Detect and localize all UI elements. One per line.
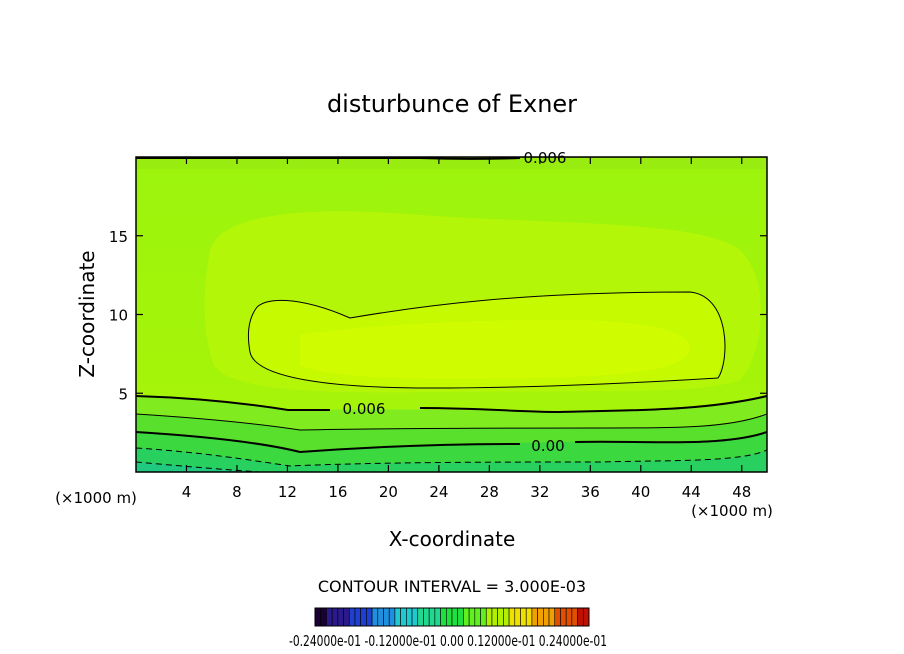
contour-label-top: 0.006 xyxy=(524,149,567,167)
colorbar-cell xyxy=(503,607,510,627)
x-tick-label: 36 xyxy=(581,483,600,501)
contour-line-neg003 xyxy=(136,447,767,467)
colorbar-cell xyxy=(383,607,390,627)
colorbar-cell xyxy=(326,607,333,627)
contour-line-closed xyxy=(247,291,726,389)
x-tick-label: 24 xyxy=(429,483,448,501)
colorbar-cell xyxy=(468,607,476,627)
colorbar-cell xyxy=(451,607,459,627)
colorbar-cell xyxy=(440,607,447,627)
contour-line-003 xyxy=(136,413,767,431)
colorbar-cell xyxy=(394,607,401,627)
colorbar-cell xyxy=(314,607,322,627)
colorbar-cell xyxy=(520,607,527,627)
x-axis-ticks: 4 8 12 16 20 24 28 32 36 40 44 48 xyxy=(182,157,751,501)
colorbar-cell xyxy=(411,607,419,627)
colorbar-cell xyxy=(497,607,504,627)
x-tick-label: 44 xyxy=(682,483,701,501)
x-axis-label: X-coordinate xyxy=(389,527,516,551)
colorbar-cell xyxy=(554,607,561,627)
colorbar-cell xyxy=(377,607,384,627)
x-tick-label: 32 xyxy=(530,483,549,501)
colorbar-cell xyxy=(463,607,470,627)
colorbar-cell xyxy=(514,607,521,627)
colorbar-cell xyxy=(354,607,361,627)
plot-area xyxy=(136,157,767,472)
x-tick-label: 28 xyxy=(480,483,499,501)
colorbar-cell xyxy=(491,607,498,627)
colorbar-cell xyxy=(348,607,356,627)
x-tick-label: 16 xyxy=(328,483,347,501)
contour-interval-label: CONTOUR INTERVAL = 3.000E-03 xyxy=(318,577,586,596)
colorbar-cell xyxy=(406,607,413,627)
contour-label-000: 0.00 xyxy=(531,437,564,455)
colorbar-cell xyxy=(366,607,373,627)
colorbar-cell xyxy=(445,607,453,627)
x-tick-label: 48 xyxy=(732,483,751,501)
colorbar-cell xyxy=(343,607,350,627)
colorbar-cell xyxy=(320,607,327,627)
colorbar-cell xyxy=(400,607,407,627)
colorbar-cell xyxy=(474,607,481,627)
colorbar-cell xyxy=(423,607,430,627)
colorbar-cell xyxy=(565,607,573,627)
colorbar-cell xyxy=(337,607,344,627)
y-unit-label: (×1000 m) xyxy=(55,489,137,507)
colorbar-frame xyxy=(314,607,590,627)
contour-labels: 0.006 0.006 0.00 xyxy=(343,149,567,455)
colorbar-cell xyxy=(485,607,493,627)
y-axis-label: Z-coordinate xyxy=(75,250,99,377)
colorbar-cell xyxy=(537,607,544,627)
colorbar xyxy=(314,607,590,627)
colorbar-cell xyxy=(582,607,590,627)
contour-line-006 xyxy=(136,395,767,414)
colorbar-cell xyxy=(571,607,578,627)
x-tick-label: 8 xyxy=(232,483,242,501)
colorbar-cell xyxy=(531,607,538,627)
colorbar-cell xyxy=(577,607,584,627)
colorbar-cell xyxy=(388,607,396,627)
colorbar-cell xyxy=(480,607,487,627)
colorbar-cell xyxy=(543,607,550,627)
contour-line-top-thick xyxy=(136,157,521,160)
colorbar-cell xyxy=(417,607,424,627)
x-tick-label: 12 xyxy=(278,483,297,501)
x-tick-label: 4 xyxy=(182,483,192,501)
colorbar-cell xyxy=(360,607,367,627)
colorbar-cell xyxy=(508,607,516,627)
colorbar-cell xyxy=(457,607,464,627)
x-tick-label: 20 xyxy=(379,483,398,501)
x-unit-label: (×1000 m) xyxy=(691,502,773,520)
y-tick-label: 5 xyxy=(118,385,128,403)
contour-line-000 xyxy=(136,431,767,454)
chart-title: disturbunce of Exner xyxy=(327,90,577,118)
colorbar-cell xyxy=(331,607,339,627)
colorbar-cell xyxy=(434,607,441,627)
band-center-core xyxy=(300,319,690,379)
colorbar-cell xyxy=(525,607,533,627)
x-tick-label: 40 xyxy=(631,483,650,501)
y-tick-label: 15 xyxy=(109,228,128,246)
contour-label-006: 0.006 xyxy=(343,400,386,418)
colorbar-cell xyxy=(371,607,379,627)
y-tick-label: 10 xyxy=(109,307,128,325)
band-neg006 xyxy=(136,462,260,472)
colorbar-cell xyxy=(560,607,567,627)
top-band xyxy=(136,157,767,169)
colorbar-cell xyxy=(548,607,556,627)
colorbar-cell xyxy=(428,607,436,627)
y-axis-ticks: 5 10 15 xyxy=(109,228,767,403)
colorbar-label: -0.24000e-01 -0.12000e-01 0.00 0.12000e-… xyxy=(289,632,607,650)
band-neg003 xyxy=(136,448,767,472)
